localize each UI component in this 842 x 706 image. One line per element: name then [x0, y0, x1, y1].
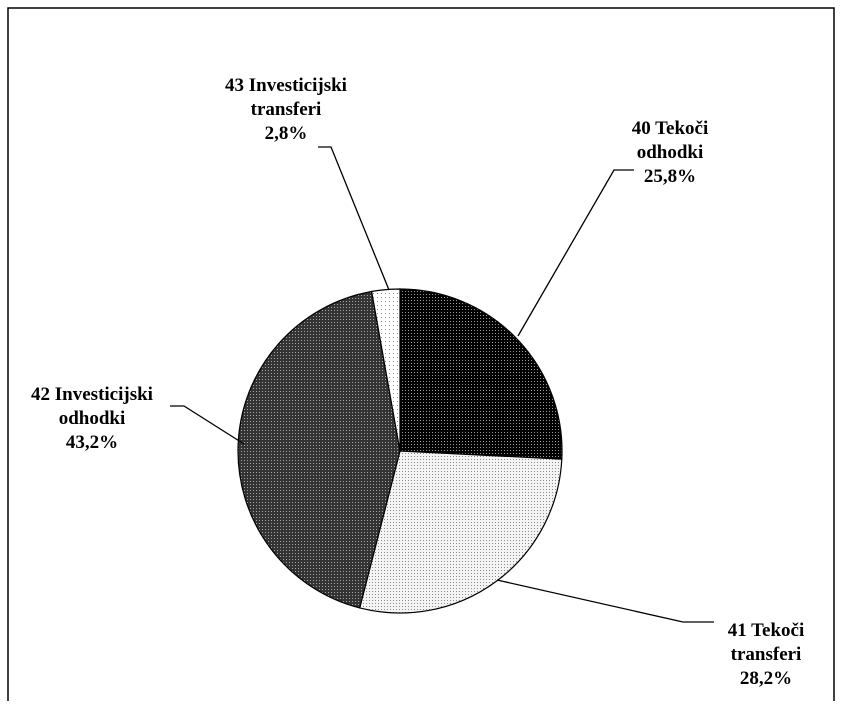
leader-line — [170, 405, 245, 445]
pie-slice — [399, 288, 563, 460]
slice-label: 43 Investicijski transferi 2,8% — [225, 75, 347, 144]
slice-label-line: odhodki — [637, 142, 704, 163]
pie-slice — [237, 290, 401, 609]
slice-label-line: 43,2% — [66, 432, 118, 453]
slice-label: 40 Tekoči odhodki 25,8% — [632, 118, 709, 187]
slice-label-line: transferi — [251, 99, 322, 120]
slice-label-line: 43 Investicijski — [225, 75, 347, 96]
slice-label-line: transferi — [731, 644, 802, 665]
leader-line — [517, 169, 634, 337]
pie-slice — [358, 450, 563, 614]
slice-label-line: 28,2% — [740, 668, 792, 689]
slice-labels: 40 Tekoči odhodki 25,8% 41 Tekoči transferi 2… — [31, 75, 804, 689]
pie-slice — [370, 288, 401, 452]
slice-label: 42 Investicijski odhodki 43,2% — [31, 384, 153, 453]
leader-lines — [170, 146, 714, 623]
leader-line — [496, 579, 714, 623]
slice-label: 41 Tekoči transferi 28,2% — [728, 620, 805, 689]
slice-label-line: odhodki — [59, 408, 126, 429]
chart-frame — [7, 7, 835, 701]
slice-label-line: 41 Tekoči — [728, 620, 805, 641]
slice-label-line: 2,8% — [265, 123, 308, 144]
slice-label-line: 40 Tekoči — [632, 118, 709, 139]
slice-label-line: 25,8% — [644, 166, 696, 187]
leader-line — [318, 146, 390, 291]
slice-label-line: 42 Investicijski — [31, 384, 153, 405]
pie-slices — [237, 288, 563, 614]
